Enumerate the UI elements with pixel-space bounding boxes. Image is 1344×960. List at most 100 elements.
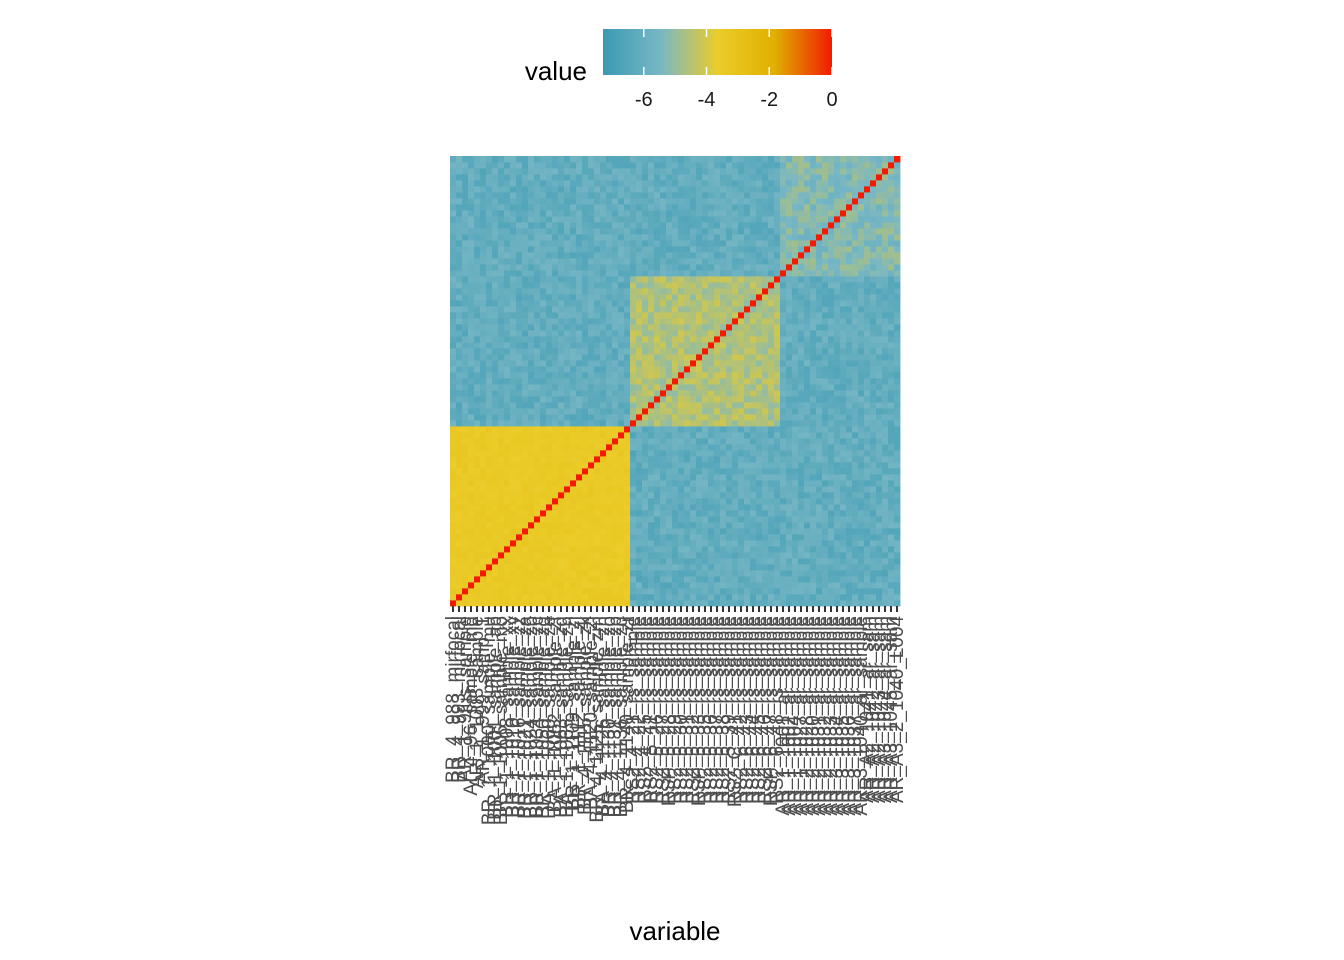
heatmap-cell: [810, 546, 817, 553]
heatmap-cell: [702, 216, 709, 223]
heatmap-cell: [660, 498, 667, 505]
heatmap-cell: [468, 288, 475, 295]
heatmap-cell: [720, 462, 727, 469]
heatmap-cell: [528, 582, 535, 589]
heatmap-cell: [714, 504, 721, 511]
heatmap-cell: [798, 480, 805, 487]
heatmap-cell: [474, 294, 481, 301]
heatmap-cell: [564, 324, 571, 331]
heatmap-cell: [768, 390, 775, 397]
heatmap-cell: [648, 360, 655, 367]
heatmap-cell: [564, 366, 571, 373]
heatmap-cell: [714, 288, 721, 295]
heatmap-cell: [528, 354, 535, 361]
heatmap-cell: [702, 474, 709, 481]
heatmap-cell: [780, 192, 787, 199]
heatmap-cell: [582, 444, 589, 451]
heatmap-cell: [612, 264, 619, 271]
heatmap-cell: [756, 540, 763, 547]
heatmap-cell: [786, 444, 793, 451]
heatmap-cell: [576, 288, 583, 295]
heatmap-cell: [618, 402, 625, 409]
heatmap-cell: [756, 408, 763, 415]
heatmap-cell: [684, 174, 691, 181]
heatmap-cell: [648, 540, 655, 547]
heatmap-cell: [642, 270, 649, 277]
heatmap-cell: [732, 546, 739, 553]
heatmap-cell: [654, 522, 661, 529]
heatmap-cell: [618, 168, 625, 175]
heatmap-cell: [822, 444, 829, 451]
heatmap-cell: [540, 294, 547, 301]
heatmap-cell: [540, 360, 547, 367]
heatmap-cell: [750, 456, 757, 463]
heatmap-cell: [600, 528, 607, 535]
heatmap-cell: [576, 432, 583, 439]
heatmap-cell: [732, 390, 739, 397]
heatmap-cell: [462, 222, 469, 229]
heatmap-cell: [828, 402, 835, 409]
heatmap-cell: [762, 426, 769, 433]
heatmap-cell: [546, 552, 553, 559]
heatmap-cell: [534, 288, 541, 295]
heatmap-cell: [558, 594, 565, 601]
heatmap-cell: [612, 510, 619, 517]
heatmap-cell: [762, 192, 769, 199]
heatmap-cell: [792, 438, 799, 445]
heatmap-cell: [720, 426, 727, 433]
heatmap-cell: [756, 414, 763, 421]
heatmap-cell: [534, 414, 541, 421]
heatmap-cell: [636, 438, 643, 445]
heatmap-cell: [738, 390, 745, 397]
heatmap-cell: [804, 276, 811, 283]
heatmap-cell: [474, 240, 481, 247]
heatmap-cell: [666, 372, 673, 379]
heatmap-cell: [696, 438, 703, 445]
heatmap-cell: [684, 432, 691, 439]
heatmap-cell: [504, 546, 511, 553]
heatmap-cell: [606, 222, 613, 229]
heatmap-cell: [672, 204, 679, 211]
heatmap-cell: [456, 246, 463, 253]
heatmap-cell: [504, 588, 511, 595]
heatmap-cell: [732, 342, 739, 349]
heatmap-cell: [726, 348, 733, 355]
heatmap-cell: [630, 156, 637, 163]
heatmap-cell: [636, 264, 643, 271]
heatmap-cell: [624, 372, 631, 379]
heatmap-cell: [756, 600, 763, 607]
heatmap-cell: [774, 282, 781, 289]
heatmap-cell: [456, 156, 463, 163]
heatmap-cell: [708, 468, 715, 475]
heatmap-cell: [732, 558, 739, 565]
heatmap-cell: [708, 174, 715, 181]
heatmap-cell: [486, 264, 493, 271]
heatmap-cell: [762, 444, 769, 451]
heatmap-cell: [840, 576, 847, 583]
heatmap-cell: [528, 198, 535, 205]
heatmap-cell: [804, 516, 811, 523]
heatmap-cell: [840, 288, 847, 295]
heatmap-cell: [480, 306, 487, 313]
heatmap-cell: [600, 204, 607, 211]
heatmap-cell: [744, 594, 751, 601]
heatmap-cell: [480, 168, 487, 175]
heatmap-cell: [504, 372, 511, 379]
heatmap-cell: [540, 582, 547, 589]
heatmap-cell: [816, 270, 823, 277]
heatmap-cell: [816, 444, 823, 451]
heatmap-cell: [498, 558, 505, 565]
heatmap-cell: [528, 186, 535, 193]
heatmap-cell: [744, 222, 751, 229]
heatmap-cell: [642, 516, 649, 523]
heatmap-cell: [840, 372, 847, 379]
legend-tick-label: -4: [698, 89, 716, 111]
heatmap-cell: [546, 516, 553, 523]
heatmap-cell: [456, 270, 463, 277]
heatmap-cell: [810, 258, 817, 265]
heatmap-cell: [684, 300, 691, 307]
heatmap-cell: [558, 306, 565, 313]
heatmap-cell: [786, 240, 793, 247]
heatmap-cell: [534, 282, 541, 289]
heatmap-cell: [558, 234, 565, 241]
